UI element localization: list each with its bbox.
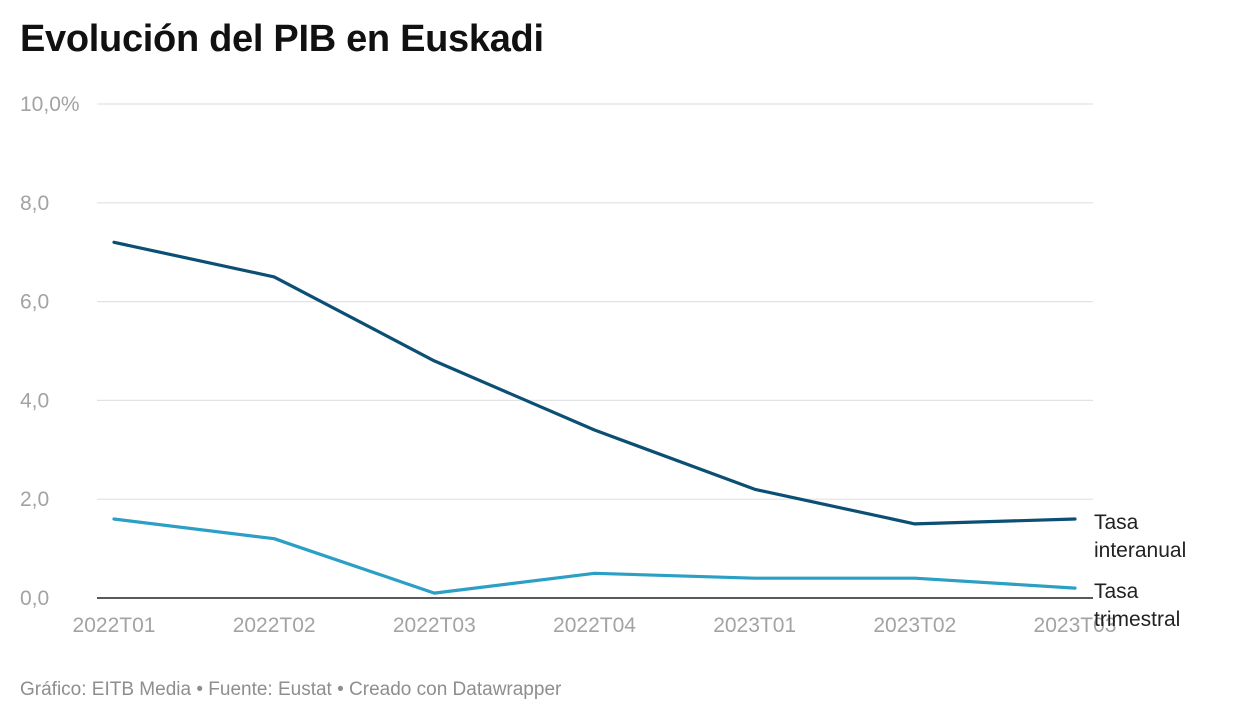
x-tick-label: 2022T03 <box>393 614 476 637</box>
y-axis-tick-labels: 0,0 2,0 4,0 6,0 8,0 10,0% <box>20 93 80 610</box>
y-tick-label: 4,0 <box>20 389 49 412</box>
x-tick-label: 2023T03 <box>1034 614 1117 637</box>
series-line-trimestral <box>112 517 1077 595</box>
series-lines <box>112 240 1077 595</box>
x-tick-label: 2022T04 <box>553 614 636 637</box>
y-tick-label: 8,0 <box>20 192 49 215</box>
series-label: Tasa <box>1094 511 1139 534</box>
series-label: Tasa <box>1094 580 1139 603</box>
series-line-interanual <box>112 240 1077 526</box>
y-tick-label: 6,0 <box>20 291 49 314</box>
y-tick-label: 2,0 <box>20 488 49 511</box>
y-tick-label: 0,0 <box>20 587 49 610</box>
series-labels: Tasa interanual Tasa trimestral <box>1094 511 1186 631</box>
x-axis-tick-labels: 2022T01 2022T02 2022T03 2022T04 2023T01 2023T… <box>73 614 1117 637</box>
series-label: interanual <box>1094 539 1186 562</box>
chart-title: Evolución del PIB en Euskadi <box>20 18 544 60</box>
y-tick-label: 10,0% <box>20 93 80 116</box>
grid-lines <box>97 103 1093 599</box>
x-tick-label: 2023T01 <box>713 614 796 637</box>
chart-footer: Gráfico: EITB Media • Fuente: Eustat • C… <box>20 679 562 700</box>
x-tick-label: 2022T01 <box>73 614 156 637</box>
series-label: trimestral <box>1094 608 1180 631</box>
x-tick-label: 2023T02 <box>873 614 956 637</box>
x-tick-label: 2022T02 <box>233 614 316 637</box>
